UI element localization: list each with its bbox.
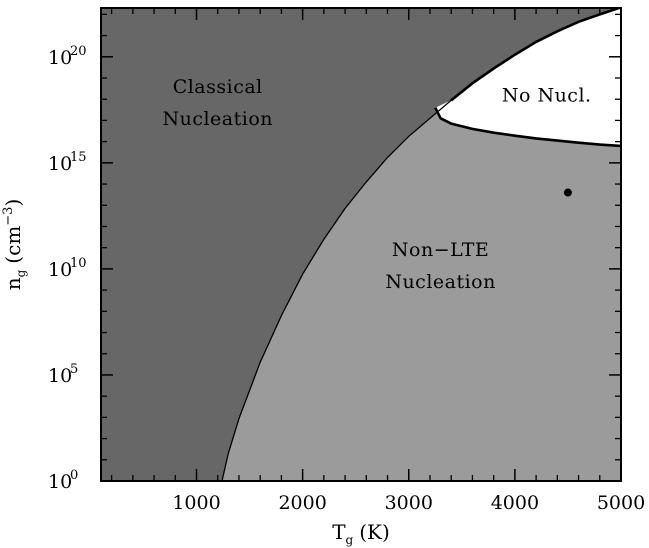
- y-axis-label: ng (cm−3): [1, 199, 28, 291]
- y-tick-label: 100: [48, 468, 78, 493]
- non-lte-label: Nucleation: [385, 271, 496, 293]
- regions-layer: [101, 8, 621, 481]
- x-axis-label-unit: (K): [359, 520, 390, 544]
- x-tick-label: 1000: [172, 492, 220, 514]
- y-tick-exponent: 0: [70, 468, 78, 483]
- y-axis-label-main: n: [1, 277, 25, 290]
- curves-layer: [221, 6, 622, 482]
- y-tick-exponent: 10: [70, 256, 87, 271]
- data-point: [563, 188, 572, 197]
- no-nucl-region: [435, 8, 621, 146]
- frame-layer: [100, 7, 622, 482]
- y-tick-label: 1020: [48, 44, 87, 69]
- y-tick-exponent: 15: [70, 150, 87, 165]
- no-nucl-label: No Nucl.: [502, 84, 592, 106]
- x-axis-label: Tg (K): [332, 520, 390, 547]
- y-tick-label: 1015: [48, 150, 87, 175]
- ticks-layer: [101, 8, 622, 482]
- no-nucl-upper-curve: [450, 6, 620, 102]
- no-nucl-lower-curve: [434, 107, 622, 148]
- x-axis-label-sub: g: [346, 533, 354, 547]
- y-axis-label-sub: g: [14, 269, 28, 277]
- y-tick-exponent: 5: [70, 362, 78, 377]
- y-tick-label: 105: [48, 362, 78, 387]
- y-axis-label-unit: (cm: [1, 226, 25, 264]
- y-axis-label-exponent: −3: [1, 207, 16, 226]
- x-axis-label-main: T: [332, 520, 346, 544]
- x-tick-label: 3000: [385, 492, 433, 514]
- x-tick-label: 2000: [278, 492, 326, 514]
- classical-label: Classical: [173, 76, 263, 98]
- x-tick-label: 5000: [597, 492, 645, 514]
- plot-frame: [100, 7, 622, 482]
- y-tick-exponent: 20: [70, 44, 87, 59]
- labels-layer: 1000 2000 3000 4000 5000100105101010151020Tg…: [1, 44, 645, 547]
- x-tick-label: 4000: [491, 492, 539, 514]
- y-axis-label-close: ): [1, 199, 25, 207]
- y-tick-label: 1010: [48, 256, 87, 281]
- classical-label: Nucleation: [162, 108, 273, 130]
- non-lte-label: Non−LTE: [392, 239, 489, 261]
- classical-region: [101, 8, 619, 481]
